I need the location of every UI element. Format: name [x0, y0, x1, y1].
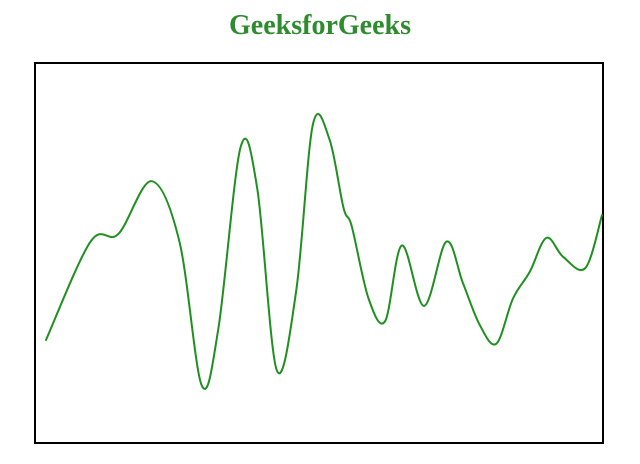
chart-canvas	[34, 62, 604, 444]
page-title: GeeksforGeeks	[229, 10, 411, 41]
chart-series-line-0	[45, 113, 603, 390]
chart-plot-area	[45, 113, 603, 390]
